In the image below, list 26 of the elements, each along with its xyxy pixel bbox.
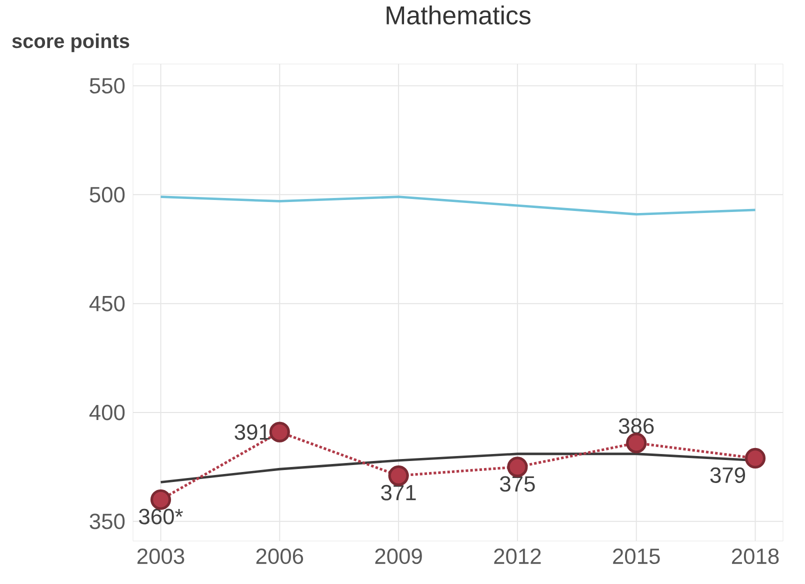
x-tick-label: 2015 (613, 548, 660, 564)
point (507, 456, 528, 478)
data-label: 360* (139, 508, 183, 524)
x-tick-label: 2009 (375, 548, 422, 564)
data-label: 386 (618, 418, 654, 434)
y-tick-label: 500 (90, 186, 125, 202)
data-label: 375 (500, 476, 535, 492)
y-tick-label: 550 (90, 78, 125, 94)
point (744, 448, 766, 469)
x-tick-label: 2003 (137, 548, 184, 564)
data-label: 371 (381, 484, 416, 500)
x-tick-label: 2018 (732, 548, 779, 564)
x-tick-label: 2012 (494, 548, 541, 564)
y-tick-label: 450 (89, 296, 125, 312)
point (150, 489, 172, 510)
point (269, 422, 290, 442)
data-label: 391 (234, 424, 270, 440)
y-tick-label: 400 (89, 404, 125, 420)
y-tick-label: 350 (90, 514, 125, 530)
chart-title: Mathematics (386, 6, 530, 25)
x-tick-label: 2006 (256, 548, 304, 564)
data-label: 379 (710, 467, 746, 483)
line-series (160, 196, 756, 216)
point (388, 465, 409, 486)
point (626, 432, 647, 454)
y-axis-title: score points (12, 34, 130, 52)
